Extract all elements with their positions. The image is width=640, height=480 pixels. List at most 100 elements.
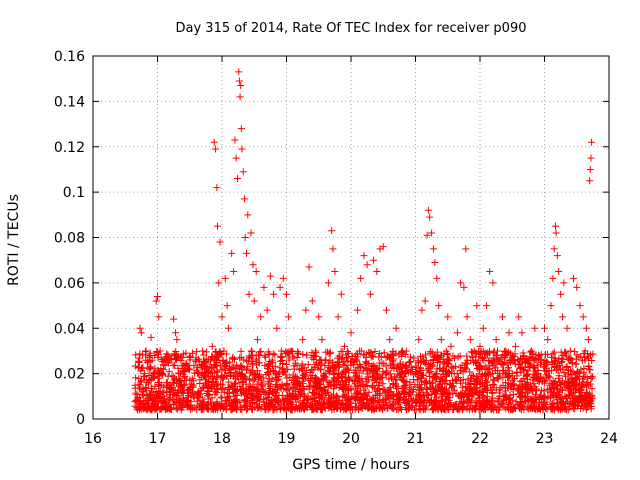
x-tick-label: 24 xyxy=(600,431,618,447)
data-point xyxy=(532,351,540,359)
data-point xyxy=(486,365,494,373)
x-tick-label: 20 xyxy=(342,431,360,447)
y-tick-label: 0.08 xyxy=(54,231,85,247)
x-tick-label: 18 xyxy=(213,431,231,447)
data-point xyxy=(467,348,475,356)
data-point xyxy=(339,360,347,368)
data-point xyxy=(586,351,594,359)
data-point xyxy=(370,406,378,414)
data-point xyxy=(186,353,194,361)
chart-title: Day 315 of 2014, Rate Of TEC Index for r… xyxy=(176,21,527,36)
data-point xyxy=(550,348,558,356)
data-point xyxy=(521,397,529,405)
data-point xyxy=(155,350,163,358)
data-point xyxy=(527,361,535,369)
data-point xyxy=(242,385,250,393)
data-point xyxy=(414,357,422,365)
data-point xyxy=(417,352,425,360)
data-point xyxy=(351,373,359,381)
y-tick-label: 0.02 xyxy=(54,367,85,383)
data-point xyxy=(587,380,595,388)
data-point xyxy=(540,394,548,402)
data-point xyxy=(171,375,179,383)
data-point xyxy=(204,391,212,399)
data-point xyxy=(237,362,245,370)
data-point xyxy=(587,405,595,413)
data-point xyxy=(407,383,415,391)
data-point xyxy=(189,349,197,357)
x-tick-label: 22 xyxy=(471,431,489,447)
data-point xyxy=(252,400,260,408)
data-point xyxy=(456,390,464,398)
y-tick-label: 0.1 xyxy=(63,185,85,201)
data-point xyxy=(337,404,345,412)
data-point xyxy=(380,349,388,357)
data-point xyxy=(588,385,596,393)
data-point xyxy=(546,373,554,381)
data-point xyxy=(403,363,411,371)
data-point xyxy=(535,352,543,360)
data-point xyxy=(489,369,497,377)
data-point xyxy=(390,364,398,372)
data-point xyxy=(217,393,225,401)
data-point xyxy=(481,362,489,370)
x-tick-label: 21 xyxy=(407,431,425,447)
y-axis-label: ROTI / TECUs xyxy=(6,194,22,286)
x-axis-label: GPS time / hours xyxy=(292,457,409,473)
data-point xyxy=(132,351,140,359)
data-point xyxy=(242,397,250,405)
data-point xyxy=(322,348,330,356)
data-point xyxy=(341,361,349,369)
data-point xyxy=(416,402,424,410)
data-point xyxy=(437,352,445,360)
data-point xyxy=(131,362,139,370)
data-point xyxy=(298,360,306,368)
data-point xyxy=(155,370,163,378)
data-point xyxy=(163,389,171,397)
y-tick-label: 0 xyxy=(76,412,85,428)
data-point xyxy=(237,362,245,370)
data-point xyxy=(422,351,430,359)
data-point xyxy=(496,403,504,411)
data-point xyxy=(564,378,572,386)
data-point xyxy=(367,399,375,407)
y-tick-label: 0.06 xyxy=(54,276,85,292)
data-point xyxy=(221,388,229,396)
y-tick-label: 0.16 xyxy=(54,49,85,65)
grid-layer xyxy=(93,56,609,419)
data-point xyxy=(386,400,394,408)
data-point xyxy=(284,366,292,374)
data-point xyxy=(132,374,140,382)
x-tick-label: 23 xyxy=(536,431,554,447)
data-point xyxy=(256,372,264,380)
x-tick-label: 17 xyxy=(149,431,167,447)
data-point xyxy=(497,401,505,409)
data-point xyxy=(371,347,379,355)
data-point xyxy=(148,384,156,392)
data-point xyxy=(450,354,458,362)
data-point xyxy=(437,392,445,400)
data-point xyxy=(563,362,571,370)
data-point xyxy=(320,399,328,407)
data-point xyxy=(505,364,513,372)
data-point xyxy=(243,356,251,364)
data-point xyxy=(182,360,190,368)
data-point xyxy=(278,360,286,368)
data-point xyxy=(325,350,333,358)
data-point xyxy=(363,382,371,390)
data-point xyxy=(549,350,557,358)
data-point xyxy=(365,388,373,396)
data-point xyxy=(565,385,573,393)
data-point xyxy=(462,382,470,390)
data-point xyxy=(444,349,452,357)
data-point xyxy=(519,349,527,357)
data-point xyxy=(462,365,470,373)
data-point xyxy=(384,393,392,401)
data-point xyxy=(562,383,570,391)
data-point xyxy=(472,359,480,367)
data-point xyxy=(579,404,587,412)
data-point xyxy=(281,367,289,375)
y-tick-label: 0.04 xyxy=(54,321,85,337)
data-point xyxy=(380,397,388,405)
